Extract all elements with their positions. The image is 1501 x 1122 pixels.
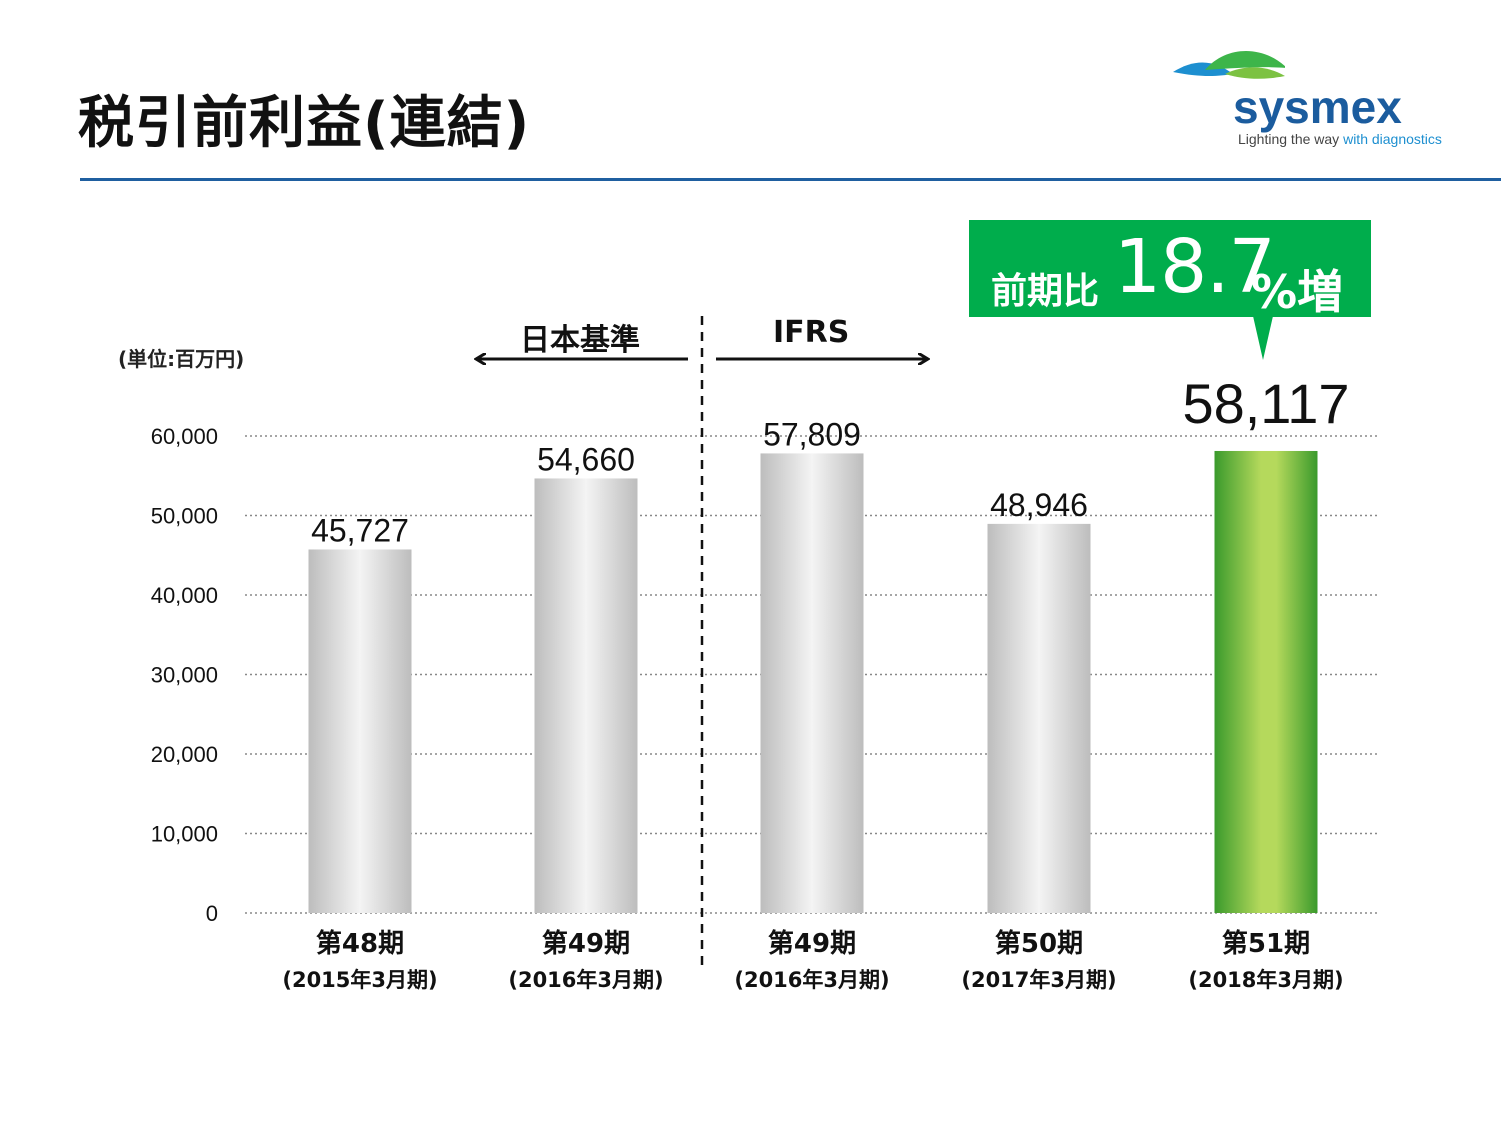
standard-label-ifrs: IFRS	[773, 315, 850, 350]
callout-value: 18.7	[1114, 224, 1276, 310]
bar-0	[308, 549, 412, 913]
standard-label-jgaap: 日本基準	[520, 323, 640, 358]
logo-wordmark: sysmex	[1233, 81, 1402, 133]
callout-pointer	[1253, 316, 1273, 360]
logo-wave-icon	[1173, 51, 1285, 79]
y-tick-label: 20,000	[151, 742, 218, 767]
category-labels: 第48期 (2015年3月期) 第49期 (2016年3月期) 第49期 (2016年3月…	[282, 928, 1343, 992]
callout-prefix: 前期比	[991, 271, 1100, 312]
category-sublabel-1: (2016年3月期)	[508, 968, 663, 992]
data-label-4: 58,117	[1182, 372, 1349, 435]
data-label-3: 48,946	[990, 487, 1088, 523]
y-tick-label: 10,000	[151, 822, 218, 847]
bar-2	[760, 453, 864, 913]
data-label-2: 57,809	[763, 416, 861, 452]
bars	[308, 450, 1318, 913]
page-title: 税引前利益(連結)	[78, 91, 531, 156]
logo-tagline-main: Lighting the way	[1238, 131, 1340, 147]
data-label-0: 45,727	[311, 512, 409, 548]
y-tick-label: 50,000	[151, 504, 218, 529]
growth-callout: 前期比 18.7 %増	[969, 220, 1371, 319]
category-label-2: 第49期	[768, 928, 856, 959]
data-labels: 45,727 54,660 57,809 48,946 58,117	[311, 372, 1350, 549]
data-label-1: 54,660	[537, 441, 635, 477]
bar-3	[987, 523, 1091, 913]
y-axis-ticks: 0 10,000 20,000 30,000 40,000 50,000 60,000	[151, 424, 218, 926]
category-sublabel-2: (2016年3月期)	[734, 968, 889, 992]
callout-suffix: %増	[1251, 265, 1344, 319]
y-tick-label: 40,000	[151, 583, 218, 608]
category-label-3: 第50期	[995, 928, 1083, 959]
bar-4	[1214, 450, 1318, 913]
y-tick-label: 0	[206, 901, 218, 926]
title-underline	[80, 178, 1501, 181]
category-sublabel-0: (2015年3月期)	[282, 968, 437, 992]
logo-tagline-accent: with diagnostics	[1343, 131, 1442, 147]
unit-label: (単位:百万円)	[118, 347, 245, 371]
category-label-1: 第49期	[542, 928, 630, 959]
y-tick-label: 30,000	[151, 663, 218, 688]
y-tick-label: 60,000	[151, 424, 218, 449]
category-label-0: 第48期	[316, 928, 404, 959]
category-sublabel-3: (2017年3月期)	[961, 968, 1116, 992]
bar-1	[534, 478, 638, 913]
sysmex-logo: sysmex Lighting the way with diagnostics	[1165, 44, 1455, 154]
category-label-4: 第51期	[1222, 928, 1310, 959]
category-sublabel-4: (2018年3月期)	[1188, 968, 1343, 992]
logo-tagline: Lighting the way with diagnostics	[1238, 131, 1442, 147]
